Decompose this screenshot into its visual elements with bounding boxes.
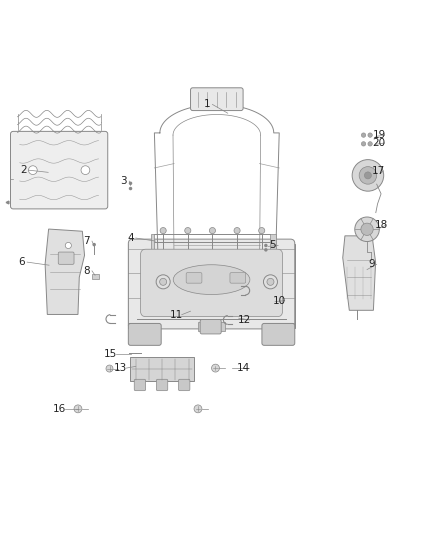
Text: 13: 13 — [114, 363, 127, 373]
Circle shape — [209, 228, 215, 233]
Text: 12: 12 — [238, 315, 251, 325]
FancyBboxPatch shape — [262, 324, 295, 345]
Text: 8: 8 — [83, 266, 90, 276]
Text: 11: 11 — [170, 310, 183, 320]
FancyBboxPatch shape — [191, 88, 243, 110]
Text: 15: 15 — [104, 349, 117, 359]
Circle shape — [267, 278, 274, 285]
Text: 17: 17 — [371, 166, 385, 176]
FancyBboxPatch shape — [200, 319, 221, 334]
Circle shape — [234, 228, 240, 233]
FancyBboxPatch shape — [178, 379, 190, 391]
Circle shape — [65, 243, 71, 248]
Circle shape — [264, 248, 268, 252]
Circle shape — [106, 365, 113, 372]
FancyBboxPatch shape — [268, 244, 295, 328]
FancyBboxPatch shape — [156, 379, 168, 391]
Text: 16: 16 — [53, 404, 66, 414]
Circle shape — [74, 405, 82, 413]
FancyBboxPatch shape — [198, 322, 225, 331]
Circle shape — [81, 166, 90, 174]
Circle shape — [361, 142, 366, 146]
FancyBboxPatch shape — [186, 273, 202, 283]
Text: 18: 18 — [374, 220, 388, 230]
Ellipse shape — [173, 265, 250, 295]
Circle shape — [160, 278, 166, 285]
Circle shape — [129, 187, 132, 190]
Circle shape — [264, 244, 268, 247]
Text: 3: 3 — [120, 176, 127, 186]
FancyBboxPatch shape — [230, 273, 246, 283]
Text: 5: 5 — [269, 240, 276, 251]
Text: 9: 9 — [368, 260, 375, 269]
FancyBboxPatch shape — [141, 249, 283, 317]
Circle shape — [194, 405, 202, 413]
Text: 2: 2 — [20, 165, 27, 175]
FancyBboxPatch shape — [92, 273, 99, 279]
Circle shape — [129, 182, 132, 185]
Circle shape — [361, 223, 373, 236]
FancyBboxPatch shape — [134, 379, 145, 391]
FancyBboxPatch shape — [270, 234, 276, 251]
Circle shape — [28, 166, 37, 174]
Circle shape — [368, 133, 372, 138]
Text: 20: 20 — [373, 138, 386, 148]
Circle shape — [258, 228, 265, 233]
Polygon shape — [343, 236, 375, 310]
Text: 7: 7 — [83, 236, 90, 246]
Circle shape — [212, 364, 219, 372]
Circle shape — [92, 243, 96, 246]
Polygon shape — [45, 229, 85, 314]
Circle shape — [361, 133, 366, 138]
FancyBboxPatch shape — [11, 131, 108, 209]
Circle shape — [368, 142, 372, 146]
Circle shape — [352, 159, 384, 191]
Circle shape — [263, 275, 277, 289]
Text: 1: 1 — [204, 100, 211, 109]
FancyBboxPatch shape — [58, 252, 74, 264]
Text: 10: 10 — [273, 296, 286, 305]
Circle shape — [156, 275, 170, 289]
FancyBboxPatch shape — [131, 358, 194, 382]
Text: 6: 6 — [18, 257, 25, 267]
Circle shape — [359, 167, 377, 184]
Text: 4: 4 — [127, 233, 134, 243]
FancyBboxPatch shape — [151, 234, 154, 251]
Circle shape — [355, 217, 379, 241]
FancyBboxPatch shape — [128, 239, 295, 329]
FancyBboxPatch shape — [128, 324, 161, 345]
Text: 14: 14 — [237, 363, 250, 373]
FancyBboxPatch shape — [128, 244, 155, 328]
Circle shape — [185, 228, 191, 233]
Text: 19: 19 — [373, 130, 386, 140]
Circle shape — [364, 172, 371, 179]
Circle shape — [160, 228, 166, 233]
